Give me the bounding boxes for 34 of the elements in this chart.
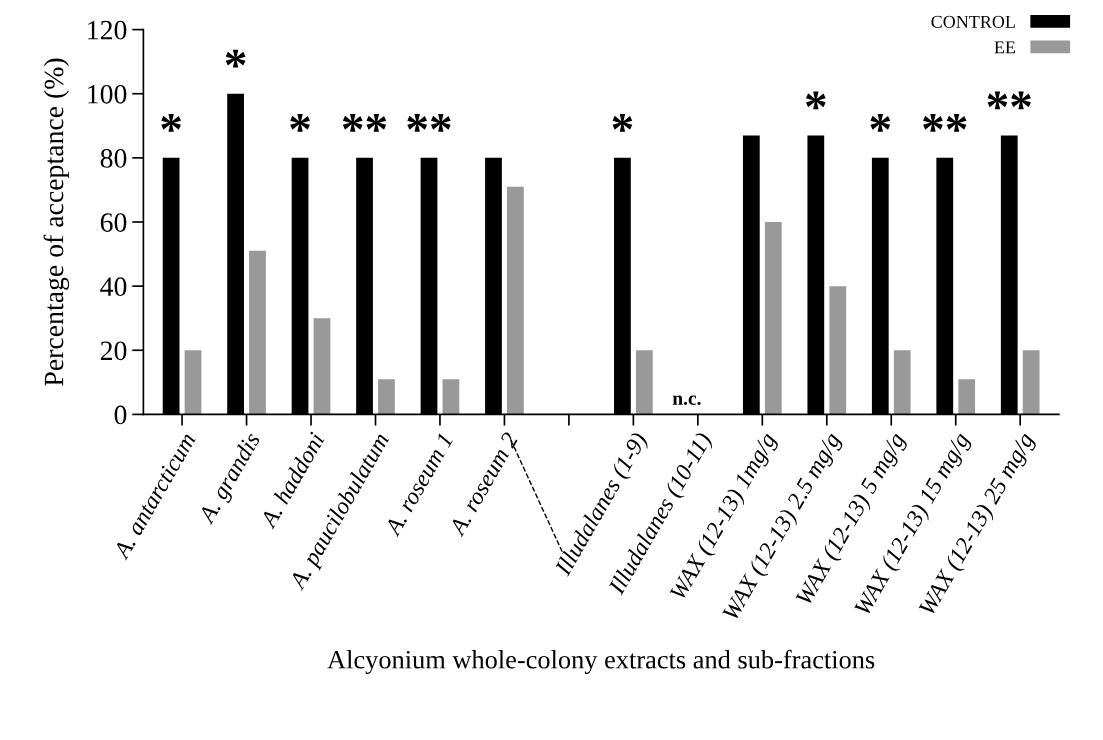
bar	[764, 222, 782, 415]
bar	[829, 286, 847, 415]
bar	[893, 350, 911, 415]
bar	[1022, 350, 1040, 415]
annotation: **	[987, 91, 1031, 110]
bar	[442, 379, 460, 415]
annotation: **	[923, 113, 967, 132]
y-tick-label: 60	[100, 213, 127, 232]
annotation: *	[225, 49, 246, 68]
y-tick-label: 40	[100, 277, 127, 297]
bar	[378, 379, 395, 415]
y-axis-title: Percentage of acceptance (%)	[43, 58, 70, 386]
bar	[507, 186, 524, 415]
annotation: *	[805, 91, 826, 110]
bar	[249, 250, 266, 415]
annotation: *	[161, 113, 181, 132]
y-tick-label: 20	[100, 341, 127, 361]
y-tick-label: 0	[114, 405, 127, 425]
bar	[958, 379, 976, 415]
x-axis-title: Alcyonium whole-colony extracts and sub-fractions	[327, 649, 875, 675]
bar	[313, 318, 331, 415]
legend-label: CONTROL	[931, 15, 1015, 28]
annotation: **	[342, 113, 387, 132]
bar	[184, 350, 202, 415]
y-tick-label: 100	[88, 84, 127, 104]
annotation: **	[407, 113, 451, 132]
y-tick-label: 120	[88, 20, 127, 40]
annotation: *	[870, 113, 891, 132]
bar	[635, 350, 653, 415]
annotation: *	[290, 113, 310, 132]
annotation: n.c.	[672, 395, 701, 405]
legend-label: EE	[994, 41, 1016, 54]
y-tick-label: 80	[100, 149, 127, 168]
annotation: *	[612, 113, 633, 132]
